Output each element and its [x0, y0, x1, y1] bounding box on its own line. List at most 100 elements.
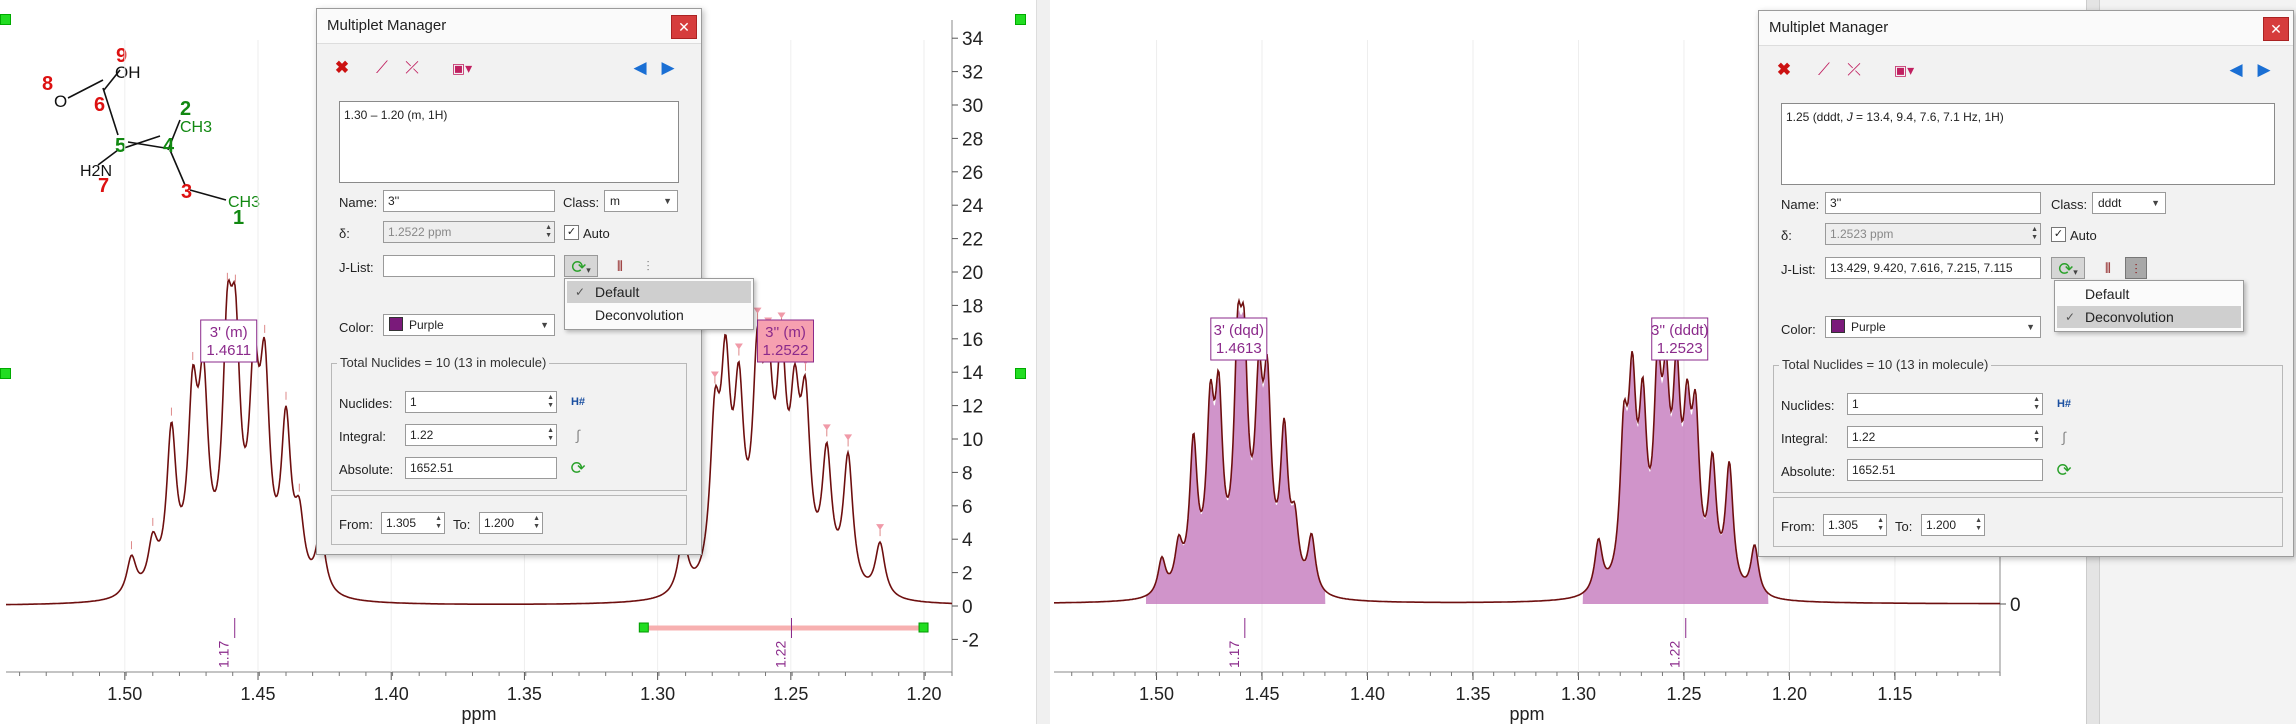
integral-curve-icon[interactable]: ∫ [2062, 429, 2066, 445]
nuclides-hash-icon[interactable]: H# [570, 396, 586, 408]
color-select[interactable]: Purple ▼ [383, 314, 555, 336]
deconv-view-icon[interactable]: ⫶ [646, 258, 650, 274]
add-peak-icon[interactable]: ⟋ [376, 58, 388, 77]
auto-checkbox[interactable]: ✓ [2051, 227, 2066, 242]
from-input[interactable]: 1.305 ▲ ▼ [381, 512, 445, 534]
from-input[interactable]: 1.305 ▲ ▼ [1823, 514, 1887, 536]
calc-jlist-icon[interactable]: ⟳▾ [564, 255, 598, 277]
previous-multiplet-icon[interactable]: ◀ [633, 58, 647, 77]
spin-arrows-icon[interactable]: ▲ ▼ [2031, 226, 2038, 241]
multiplet-shift: 1.2522 [763, 342, 809, 359]
spin-arrows-icon[interactable]: ▲ ▼ [1877, 517, 1884, 532]
remove-peak-icon[interactable]: ⤫ [405, 58, 419, 77]
y-tick-label: 24 [962, 196, 984, 217]
jlist-label: J-List: [339, 260, 374, 275]
multiplet-summary-text[interactable]: 1.25 (dddt, J = 13.4, 9.4, 7.6, 7.1 Hz, … [1781, 103, 2275, 185]
color-style-icon[interactable]: ▣▾ [451, 60, 473, 76]
atom-6: 6 [94, 94, 105, 116]
spin-arrows-icon[interactable]: ▲ ▼ [545, 224, 552, 239]
close-button[interactable]: ✕ [671, 15, 697, 39]
spin-arrows-icon[interactable]: ▲ ▼ [547, 394, 554, 409]
x-tick-label: 1.45 [240, 684, 275, 704]
deconv-view-icon[interactable]: ⫶ [2125, 257, 2147, 279]
spin-arrows-icon[interactable]: ▲ ▼ [435, 515, 442, 530]
to-input[interactable]: 1.200 ▲ ▼ [1921, 514, 1985, 536]
color-select[interactable]: Purple ▼ [1825, 316, 2041, 338]
jlist-input[interactable]: 13.429, 9.420, 7.616, 7.215, 7.115 [1825, 257, 2041, 279]
close-button[interactable]: ✕ [2263, 17, 2289, 41]
peak-marker [734, 343, 743, 350]
selection-handle-tl[interactable] [0, 14, 11, 25]
jlist-method-menu-left: ✓ Default Deconvolution [564, 278, 754, 330]
remove-peak-icon[interactable]: ⤫ [1847, 60, 1861, 79]
refresh-absolute-icon[interactable]: ⟳ [570, 458, 586, 478]
previous-multiplet-icon[interactable]: ◀ [2229, 60, 2243, 79]
right-spectrum-plot[interactable]: 9 OH 8 O 6 2 CH3 5 4 H2N 7 3 CH3 1 1.501… [1050, 0, 2086, 724]
to-input[interactable]: 1.200 ▲ ▼ [479, 512, 543, 534]
to-label: To: [453, 517, 471, 532]
nuclides-value: 1 [1852, 397, 1859, 411]
integral-curve-icon[interactable]: ∫ [576, 427, 580, 443]
jlist-label: J-List: [1781, 262, 1816, 277]
dialog-titlebar[interactable]: Multiplet Manager ✕ [1759, 11, 2293, 46]
nuclides-hash-icon[interactable]: H# [2056, 398, 2072, 410]
nuclides-input[interactable]: 1 ▲ ▼ [405, 391, 557, 413]
menu-item-deconvolution[interactable]: Deconvolution [567, 304, 751, 326]
add-peak-icon[interactable]: ⟋ [1818, 60, 1830, 79]
name-input[interactable]: 3'' [383, 190, 555, 212]
spin-arrows-icon[interactable]: ▲ ▼ [547, 427, 554, 442]
absolute-input[interactable]: 1652.51 [1847, 459, 2043, 481]
delete-multiplet-icon[interactable]: ✖ [1776, 60, 1792, 79]
jtree-icon[interactable]: ⫴ [2105, 260, 2111, 276]
y-tick-label: 12 [962, 397, 983, 418]
nuclides-input[interactable]: 1 ▲ ▼ [1847, 393, 2043, 415]
spin-arrows-icon[interactable]: ▲ ▼ [1975, 517, 1982, 532]
menu-item-default[interactable]: Default [2057, 283, 2241, 305]
dialog-titlebar[interactable]: Multiplet Manager ✕ [317, 9, 701, 44]
absolute-label: Absolute: [1781, 464, 1836, 479]
integral-input[interactable]: 1.22 ▲ ▼ [1847, 426, 2043, 448]
refresh-absolute-icon[interactable]: ⟳ [2056, 460, 2072, 480]
class-select[interactable]: dddt ▼ [2092, 192, 2166, 214]
selection-handle-tr[interactable] [1015, 14, 1026, 25]
class-select[interactable]: m ▼ [604, 190, 678, 212]
delete-multiplet-icon[interactable]: ✖ [334, 58, 350, 77]
selection-handle-ml[interactable] [0, 368, 11, 379]
purple-swatch [1831, 319, 1845, 333]
dialog-title: Multiplet Manager [327, 17, 447, 34]
color-value: Purple [409, 318, 444, 332]
x-axis-title: ppm [461, 704, 496, 724]
purple-swatch [389, 317, 403, 331]
color-label: Color: [1781, 322, 1816, 337]
from-value: 1.305 [1828, 518, 1859, 532]
nuclides-group-title: Total Nuclides = 10 (13 in molecule) [1779, 357, 1992, 372]
jlist-input[interactable] [383, 255, 555, 277]
range-group [331, 495, 687, 545]
absolute-label: Absolute: [339, 462, 394, 477]
class-label: Class: [563, 195, 600, 210]
calc-jlist-icon[interactable]: ⟳▾ [2051, 257, 2085, 279]
jtree-icon[interactable]: ⫴ [617, 258, 623, 274]
summary-j-symbol: J [1846, 110, 1853, 124]
next-multiplet-icon[interactable]: ▶ [2257, 60, 2271, 79]
absolute-input[interactable]: 1652.51 [405, 457, 557, 479]
menu-item-deconvolution[interactable]: ✓ Deconvolution [2057, 306, 2241, 328]
color-style-icon[interactable]: ▣▾ [1893, 62, 1915, 78]
spin-arrows-icon[interactable]: ▲ ▼ [533, 515, 540, 530]
peak-marker [876, 524, 885, 531]
selection-handle-mr[interactable] [1015, 368, 1026, 379]
from-value: 1.305 [386, 516, 417, 530]
y-tick-label: 4 [962, 530, 973, 551]
from-label: From: [339, 517, 373, 532]
multiplet-summary-text[interactable]: 1.30 – 1.20 (m, 1H) [339, 101, 679, 183]
x-tick-label: 1.35 [1455, 684, 1490, 704]
spin-arrows-icon[interactable]: ▲ ▼ [2033, 429, 2040, 444]
menu-item-default[interactable]: ✓ Default [567, 281, 751, 303]
integral-input[interactable]: 1.22 ▲ ▼ [405, 424, 557, 446]
auto-checkbox[interactable]: ✓ [564, 225, 579, 240]
next-multiplet-icon[interactable]: ▶ [661, 58, 675, 77]
x-tick-label: 1.50 [1139, 684, 1174, 704]
spin-arrows-icon[interactable]: ▲ ▼ [2033, 396, 2040, 411]
name-input[interactable]: 3'' [1825, 192, 2041, 214]
from-label: From: [1781, 519, 1815, 534]
